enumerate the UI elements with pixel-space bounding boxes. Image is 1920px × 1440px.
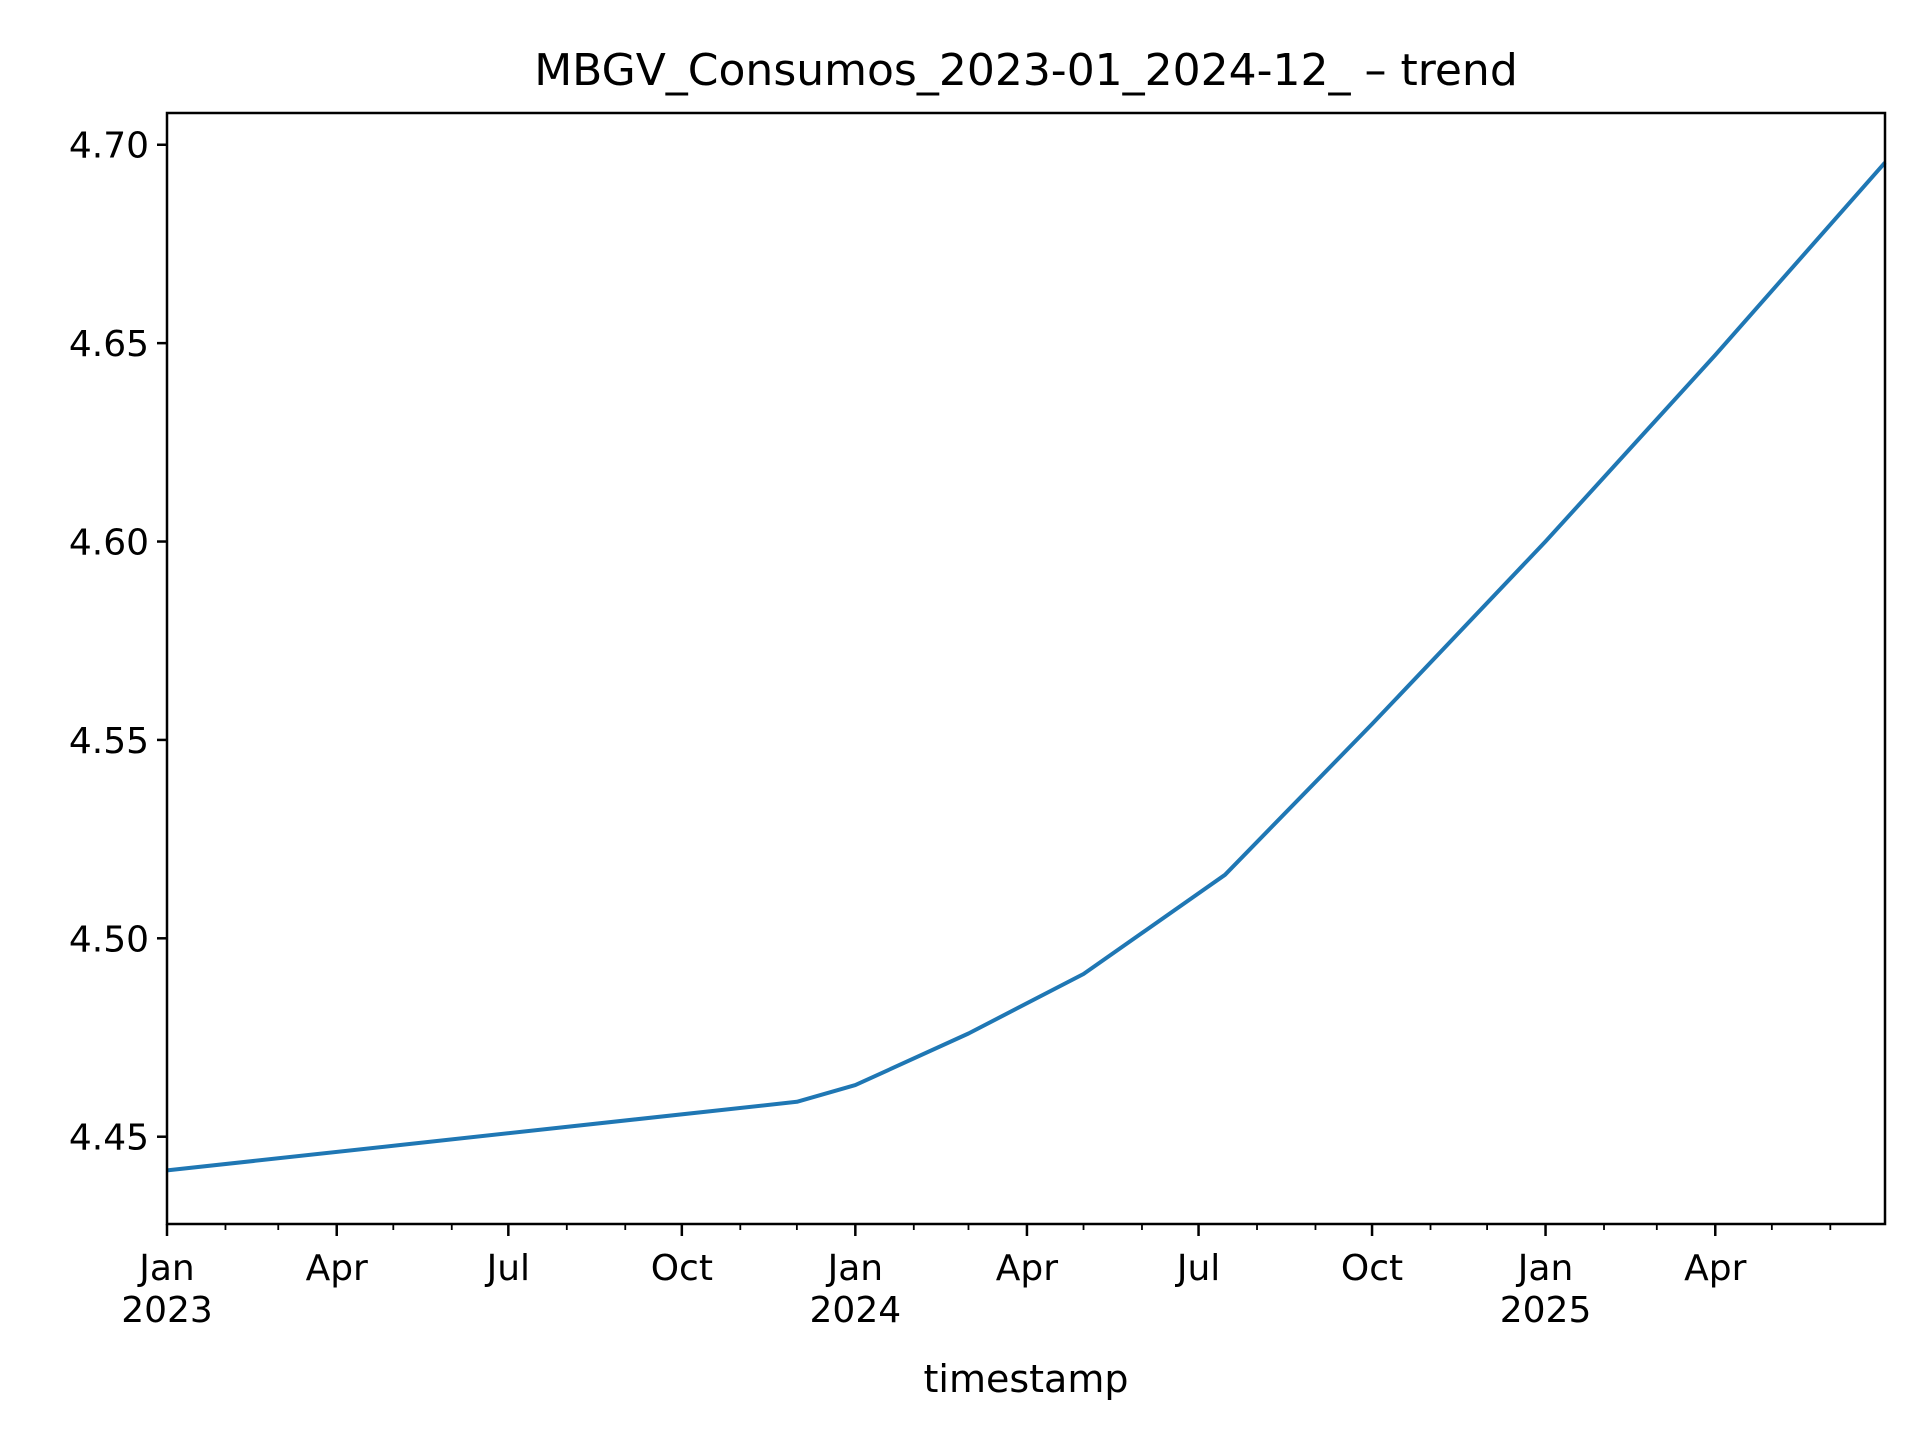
x-tick-year-label: 2025 xyxy=(1500,1290,1592,1331)
x-tick-label: Jan xyxy=(826,1248,884,1289)
y-tick-label: 4.55 xyxy=(69,721,149,762)
x-tick-label: Jul xyxy=(485,1248,530,1289)
plot-area xyxy=(166,161,1887,1173)
x-tick-label: Jan xyxy=(137,1248,195,1289)
x-tick-label: Jul xyxy=(1175,1248,1220,1289)
x-tick-year-label: 2024 xyxy=(810,1290,902,1331)
x-tick-label: Oct xyxy=(651,1248,713,1289)
x-axis-label: timestamp xyxy=(924,1357,1129,1401)
x-tick-label: Jan xyxy=(1516,1248,1574,1289)
y-axis: 4.45 4.50 4.55 4.60 4.65 4.70 xyxy=(69,126,167,1159)
x-tick-year-label: 2023 xyxy=(121,1290,213,1331)
y-tick-label: 4.70 xyxy=(69,126,149,167)
series-line-1 xyxy=(166,161,1887,1173)
x-tick-label: Apr xyxy=(306,1248,368,1289)
y-tick-label: 4.60 xyxy=(69,523,149,564)
y-tick-label: 4.45 xyxy=(69,1118,149,1159)
chart-title: MBGV_Consumos_2023-01_2024-12_ – trend xyxy=(534,45,1518,96)
x-tick-label: Apr xyxy=(1684,1248,1746,1289)
y-tick-label: 4.50 xyxy=(69,919,149,960)
y-tick-label: 4.65 xyxy=(69,324,149,365)
plot-frame xyxy=(165,111,1887,1226)
x-tick-label: Oct xyxy=(1341,1248,1403,1289)
x-tick-label: Apr xyxy=(996,1248,1058,1289)
